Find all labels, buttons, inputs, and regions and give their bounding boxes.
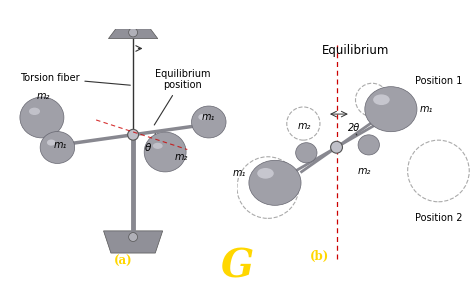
Text: G: G (220, 248, 254, 286)
Circle shape (128, 129, 138, 140)
Ellipse shape (47, 140, 55, 146)
Ellipse shape (198, 114, 207, 120)
Text: m₁: m₁ (419, 104, 433, 114)
Text: m₁: m₁ (233, 168, 246, 178)
Circle shape (128, 233, 137, 241)
Polygon shape (109, 29, 158, 39)
Ellipse shape (365, 87, 417, 132)
Text: Position 2: Position 2 (415, 213, 462, 223)
Text: m₂: m₂ (357, 166, 371, 176)
Text: 2θ: 2θ (348, 123, 361, 133)
Text: Position 1: Position 1 (415, 76, 462, 86)
Text: θ: θ (145, 143, 151, 153)
Ellipse shape (153, 143, 163, 149)
Circle shape (128, 28, 137, 37)
Text: (b): (b) (310, 250, 329, 263)
Text: (a): (a) (114, 255, 133, 268)
Ellipse shape (40, 132, 75, 164)
Text: Torsion fiber: Torsion fiber (20, 73, 130, 85)
Text: Equilibrium: Equilibrium (322, 43, 389, 57)
Text: m₂: m₂ (297, 121, 310, 131)
Ellipse shape (358, 135, 379, 155)
Ellipse shape (249, 160, 301, 205)
Ellipse shape (191, 106, 226, 138)
Ellipse shape (296, 143, 317, 163)
Ellipse shape (29, 108, 40, 115)
Ellipse shape (144, 132, 186, 172)
Text: m₁: m₁ (202, 112, 216, 122)
Text: m₂: m₂ (175, 152, 188, 162)
Circle shape (330, 141, 342, 153)
Text: m₁: m₁ (53, 140, 66, 150)
Ellipse shape (257, 168, 274, 179)
Ellipse shape (373, 94, 390, 105)
Text: Equilibrium
position: Equilibrium position (154, 69, 210, 125)
Ellipse shape (20, 97, 64, 138)
Polygon shape (103, 231, 163, 253)
Text: m₂: m₂ (36, 92, 50, 102)
